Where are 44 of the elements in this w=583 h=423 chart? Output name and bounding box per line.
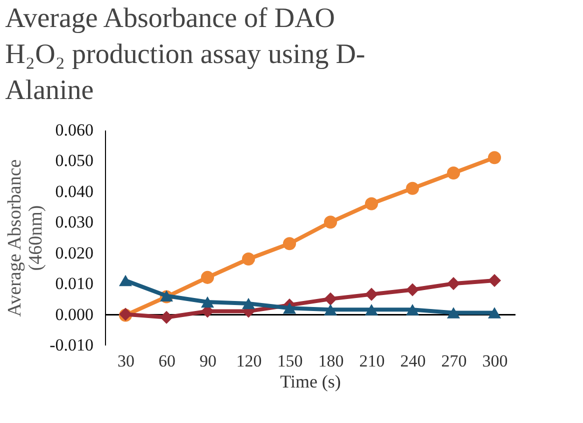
y-tick-label: 0.040 <box>55 182 94 201</box>
y-tick-label: 0.030 <box>55 212 94 232</box>
y-tick-label: -0.010 <box>50 336 94 354</box>
x-tick-label: 90 <box>200 352 216 370</box>
point <box>364 197 378 210</box>
y-tick-label: 0.000 <box>55 304 94 324</box>
x-tick-label: 150 <box>277 352 303 370</box>
point <box>406 182 420 195</box>
point <box>324 216 338 229</box>
point <box>364 288 378 301</box>
point <box>446 307 460 318</box>
point <box>364 304 378 316</box>
y-tick-label: 0.060 <box>55 120 94 140</box>
point <box>282 237 296 250</box>
point <box>488 307 502 318</box>
y-tick-label: 0.020 <box>55 243 94 262</box>
x-axis-title: Time (s) <box>280 372 341 392</box>
y-tick-label: 0.010 <box>55 274 94 294</box>
y-tick-label: 0.050 <box>55 151 94 170</box>
x-tick-label: 300 <box>482 352 508 370</box>
point <box>242 252 256 266</box>
point <box>242 298 256 310</box>
x-tick-label: 30 <box>118 352 134 370</box>
x-tick-label: 270 <box>441 352 467 370</box>
point <box>488 274 502 288</box>
point <box>488 151 502 164</box>
x-tick-label: 120 <box>236 352 262 370</box>
point <box>406 304 420 316</box>
x-tick-label: 60 <box>158 352 176 370</box>
point <box>406 283 420 296</box>
x-tick-label: 240 <box>400 352 426 370</box>
point <box>324 292 338 306</box>
point <box>282 302 296 314</box>
point <box>118 274 132 286</box>
chart-title: Average Absorbance of DAO H₂O₂ production assay using D-Alanine <box>5 3 366 106</box>
point <box>446 277 460 290</box>
point <box>324 304 338 316</box>
point <box>446 166 460 180</box>
point <box>200 296 214 308</box>
x-tick-label: 180 <box>318 352 344 370</box>
point <box>200 270 214 284</box>
x-tick-label: 210 <box>359 352 385 370</box>
point <box>160 310 174 324</box>
y-axis-title: Average Absorbance (460nm) <box>4 159 47 317</box>
